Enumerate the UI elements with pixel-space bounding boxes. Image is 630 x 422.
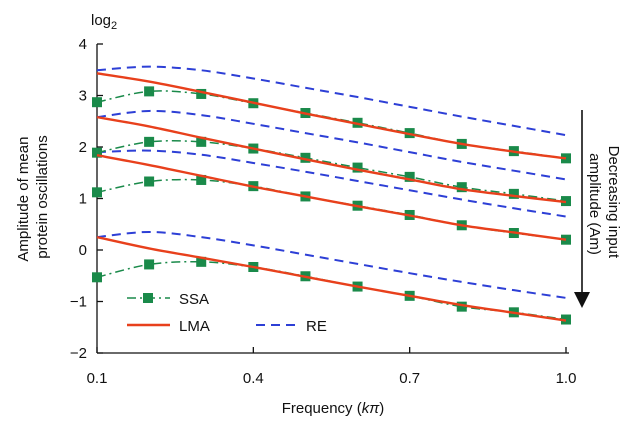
series-line-re-3 — [96, 149, 567, 218]
x-tick-label: 0.1 — [87, 370, 108, 387]
x-tick-label: 0.4 — [243, 370, 264, 387]
series-line-re-4 — [96, 230, 567, 299]
series-point-ssa-4 — [144, 259, 155, 270]
y-tick-label: 1 — [79, 191, 87, 208]
series-point-ssa-2 — [196, 136, 207, 147]
series-point-ssa-1 — [196, 88, 207, 99]
series-line-re-2 — [96, 109, 567, 181]
legend-item-ssa: SSA — [127, 291, 209, 308]
series-line-ssa-1 — [96, 90, 567, 160]
series-point-ssa-4 — [456, 301, 467, 312]
y-tick-label: 2 — [79, 139, 87, 156]
y-ticks: −2 −1 0 1 2 3 4 — [70, 36, 103, 362]
series-layer — [92, 65, 571, 325]
annotation-line-1: Decreasing input — [605, 146, 622, 259]
legend: SSA LMA RE — [127, 291, 327, 335]
series-point-ssa-3 — [92, 187, 102, 198]
legend-item-lma: LMA — [127, 318, 210, 335]
series-point-ssa-3 — [144, 176, 155, 187]
series-point-ssa-2 — [144, 136, 155, 147]
series-line-re-1 — [96, 65, 567, 137]
series-point-ssa-4 — [196, 256, 207, 267]
y-unit-label: log2 — [91, 12, 117, 32]
series-point-ssa-2 — [456, 182, 467, 193]
series-line-ssa-2 — [96, 140, 567, 202]
x-axis-title: Frequency (kπ) — [282, 400, 385, 417]
series-line-ssa-3 — [96, 178, 567, 241]
x-ticks: 0.1 0.4 0.7 1.0 — [87, 347, 577, 387]
y-axis-title-line-1: Amplitude of mean — [15, 137, 32, 262]
y-axis-title: Amplitude of mean protein oscillations — [15, 132, 51, 261]
series-point-ssa-2 — [300, 152, 311, 163]
y-tick-label: −1 — [70, 294, 87, 311]
series-line-ssa-4 — [96, 260, 567, 321]
series-point-ssa-1 — [92, 97, 102, 108]
legend-item-re: RE — [256, 318, 327, 335]
y-tick-label: 0 — [79, 242, 87, 259]
y-tick-label: 4 — [79, 36, 87, 53]
y-tick-label: 3 — [79, 88, 87, 105]
x-axis-title-suffix: ) — [379, 400, 384, 417]
x-tick-label: 0.7 — [399, 370, 420, 387]
series-point-ssa-3 — [196, 174, 207, 185]
x-tick-label: 1.0 — [556, 370, 577, 387]
series-line-lma-1 — [96, 72, 567, 160]
annotation-line-2: amplitude (Am) — [586, 153, 603, 255]
legend-label-re: RE — [306, 318, 327, 335]
y-unit-subscript: 2 — [111, 20, 117, 32]
series-point-ssa-1 — [144, 86, 155, 97]
x-axis-title-k: k — [362, 400, 371, 417]
series-line-lma-2 — [96, 115, 567, 204]
legend-label-ssa: SSA — [179, 291, 209, 308]
annotation-text: Decreasing input amplitude (Am) — [586, 146, 622, 263]
series-point-ssa-2 — [352, 162, 363, 173]
series-line-lma-4 — [96, 235, 567, 322]
y-tick-label: −2 — [70, 345, 87, 362]
legend-label-lma: LMA — [179, 318, 210, 335]
y-unit-base: log — [91, 12, 111, 29]
legend-marker-ssa — [143, 293, 153, 303]
series-point-ssa-2 — [404, 171, 415, 182]
series-point-ssa-2 — [508, 188, 519, 199]
series-line-lma-3 — [96, 154, 567, 241]
x-axis-title-pi: π — [369, 400, 380, 417]
series-point-ssa-4 — [92, 272, 102, 283]
y-axis-title-line-2: protein oscillations — [34, 135, 51, 258]
series-point-ssa-2 — [92, 147, 102, 158]
x-axis-title-prefix: Frequency ( — [282, 400, 362, 417]
